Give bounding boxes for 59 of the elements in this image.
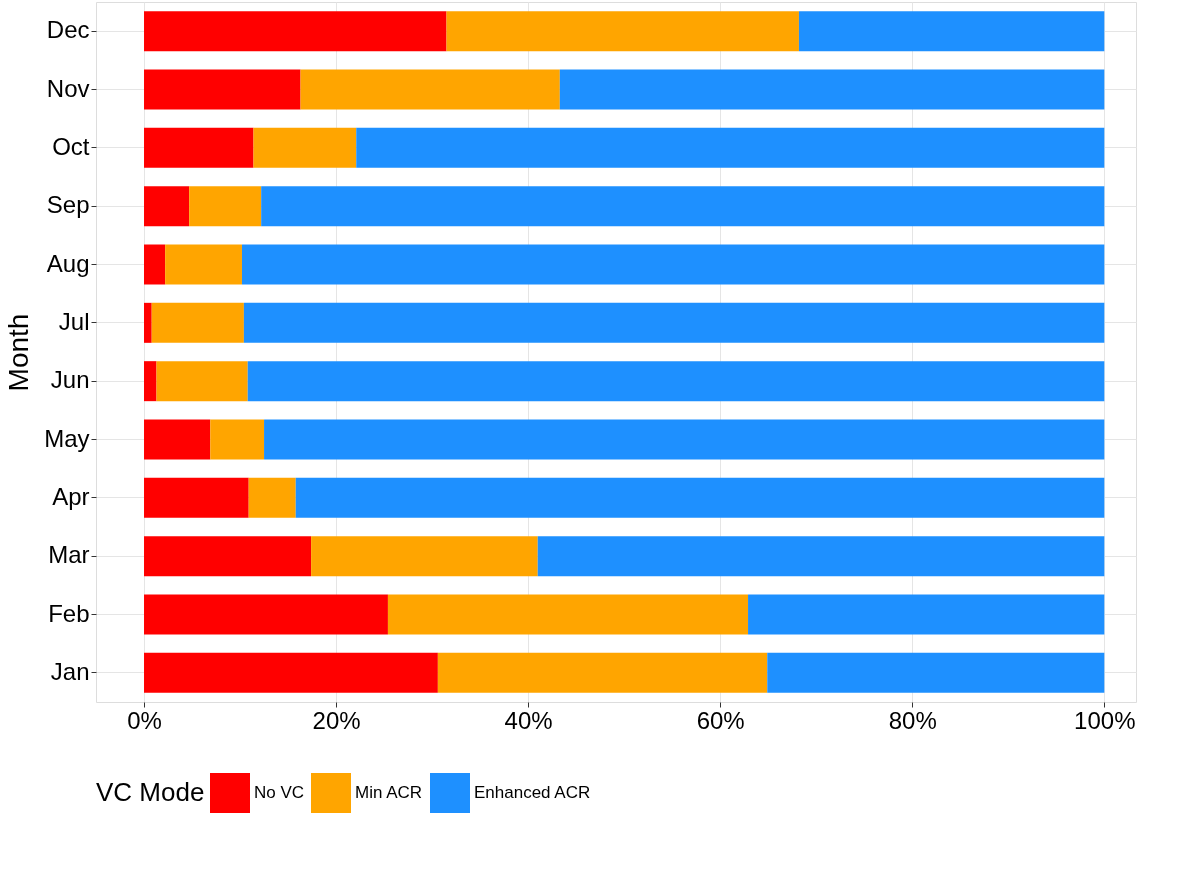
y-tick-label: Oct <box>52 132 90 160</box>
bar <box>798 11 1105 52</box>
bar <box>144 419 211 460</box>
bar <box>300 69 560 110</box>
y-tick-label: May <box>44 424 90 452</box>
bar <box>253 127 357 168</box>
bar <box>387 594 749 635</box>
bar <box>248 477 296 518</box>
bar <box>210 419 265 460</box>
bar <box>356 127 1105 168</box>
bar <box>748 594 1105 635</box>
bar <box>189 186 262 227</box>
bar <box>156 361 248 402</box>
y-tick-label: Nov <box>46 74 90 102</box>
bar <box>144 652 438 693</box>
bar <box>144 594 388 635</box>
y-axis-title: Month <box>3 313 35 392</box>
bar <box>437 652 768 693</box>
bar <box>144 536 312 577</box>
bar <box>144 11 447 52</box>
x-tick-label: 40% <box>504 706 553 734</box>
y-tick-label: Sep <box>46 191 90 219</box>
y-tick-label: Mar <box>48 541 90 569</box>
bar <box>144 127 254 168</box>
y-tick-label: Feb <box>48 599 90 627</box>
x-tick-label: 80% <box>888 706 937 734</box>
legend-label: No VC <box>254 783 305 802</box>
bar <box>311 536 538 577</box>
bar <box>559 69 1105 110</box>
y-tick-label: Jan <box>50 657 90 685</box>
bar <box>144 361 157 402</box>
bar <box>261 186 1105 227</box>
x-tick-label: 0% <box>127 706 162 734</box>
legend-label: Enhanced ACR <box>474 783 591 802</box>
bar <box>537 536 1105 577</box>
bar <box>144 477 249 518</box>
bar <box>767 652 1105 693</box>
y-tick-label: Jul <box>58 307 90 335</box>
bar <box>144 302 152 343</box>
y-tick-label: Aug <box>46 249 90 277</box>
bar <box>144 69 301 110</box>
y-tick-label: Apr <box>52 482 90 510</box>
bar <box>264 419 1105 460</box>
bar <box>144 186 190 227</box>
legend-title: VC Mode <box>96 777 205 807</box>
bar <box>165 244 242 285</box>
bar <box>151 302 244 343</box>
x-tick-label: 100% <box>1074 706 1136 734</box>
x-tick-label: 60% <box>696 706 745 734</box>
x-tick-label: 20% <box>312 706 361 734</box>
bar <box>243 302 1105 343</box>
bar <box>144 244 166 285</box>
bar <box>241 244 1105 285</box>
y-tick-label: Jun <box>50 366 90 394</box>
bar <box>247 361 1105 402</box>
bar <box>295 477 1105 518</box>
y-tick-label: Dec <box>46 16 90 44</box>
bar <box>446 11 799 52</box>
legend-label: Min ACR <box>355 783 423 802</box>
